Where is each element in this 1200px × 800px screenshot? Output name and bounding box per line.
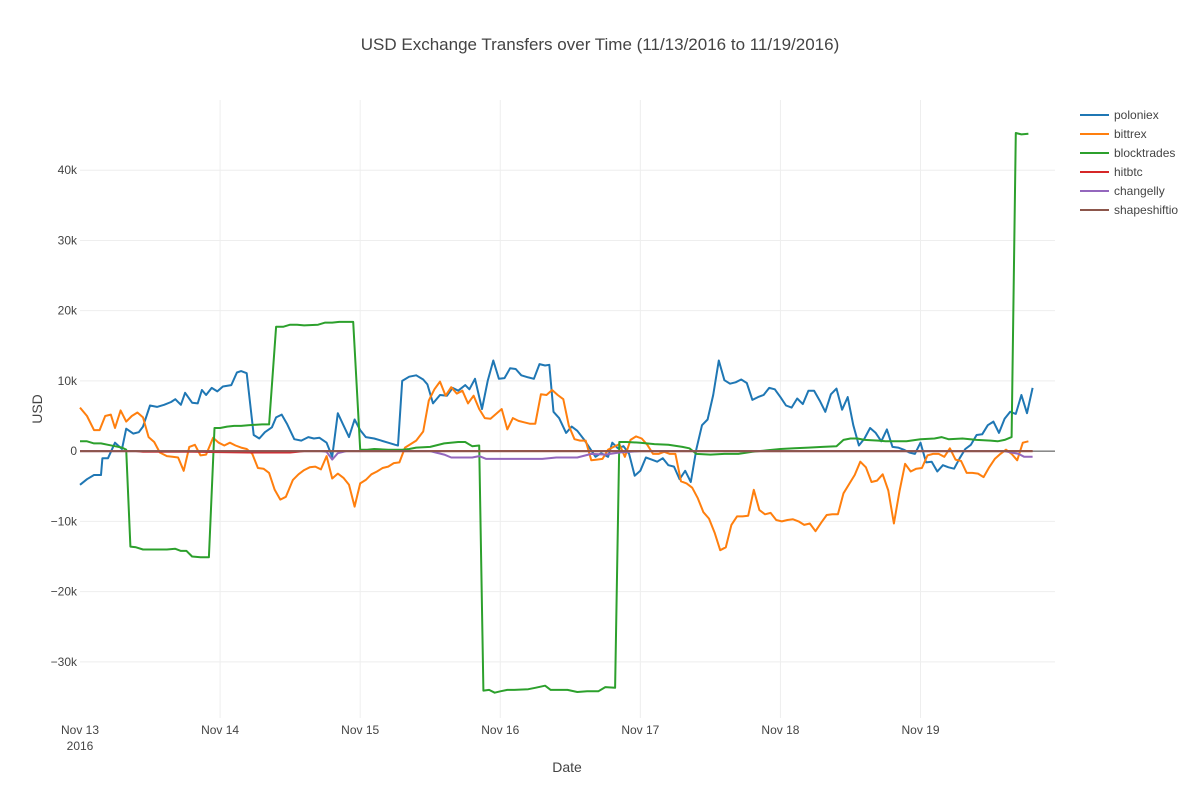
series-line-poloniex — [79, 359, 1034, 486]
x-axis: Nov 13 2016 Nov 14 Nov 15 Nov 16 Nov 17 Nov 18… — [61, 723, 940, 753]
y-tick-label: 30k — [58, 233, 78, 247]
legend-item-bittrex[interactable]: bittrex — [1080, 127, 1147, 141]
series-line-bittrex — [79, 380, 1029, 552]
y-tick-label: −20k — [51, 585, 78, 599]
legend-label: poloniex — [1114, 108, 1159, 122]
legend-item-blocktrades[interactable]: blocktrades — [1080, 146, 1175, 160]
y-tick-label: 20k — [58, 304, 78, 318]
y-axis: 40k 30k 20k 10k 0 −10k −20k −30k — [51, 163, 78, 669]
legend-item-changelly[interactable]: changelly — [1080, 184, 1165, 198]
x-tick-label: Nov 15 — [341, 723, 379, 737]
legend-item-poloniex[interactable]: poloniex — [1080, 108, 1159, 122]
legend-label: bittrex — [1114, 127, 1147, 141]
legend-item-hitbtc[interactable]: hitbtc — [1080, 165, 1143, 179]
y-axis-title: USD — [29, 394, 45, 424]
x-tick-label: Nov 17 — [621, 723, 659, 737]
x-tick-label: Nov 19 — [902, 723, 940, 737]
y-tick-label: 40k — [58, 163, 78, 177]
y-tick-label: 10k — [58, 374, 78, 388]
series-line-blocktrades — [80, 132, 1029, 694]
y-tick-label: −30k — [51, 655, 78, 669]
x-axis-title: Date — [552, 759, 582, 775]
x-tick-label: Nov 14 — [201, 723, 239, 737]
legend[interactable]: poloniex bittrex blocktrades hitbtc changell… — [1080, 108, 1178, 217]
plot-area — [79, 132, 1034, 694]
x-tick-label: Nov 18 — [761, 723, 799, 737]
y-tick-label: −10k — [51, 514, 78, 528]
legend-label: blocktrades — [1114, 146, 1175, 160]
x-tick-sublabel: 2016 — [67, 739, 94, 753]
chart-title: USD Exchange Transfers over Time (11/13/… — [361, 35, 839, 54]
y-tick-label: 0 — [70, 444, 77, 458]
legend-item-shapeshiftio[interactable]: shapeshiftio — [1080, 203, 1178, 217]
x-tick-label: Nov 16 — [481, 723, 519, 737]
gridlines — [80, 100, 1055, 718]
x-tick-label: Nov 13 — [61, 723, 99, 737]
legend-label: changelly — [1114, 184, 1165, 198]
legend-label: hitbtc — [1114, 165, 1143, 179]
legend-label: shapeshiftio — [1114, 203, 1178, 217]
